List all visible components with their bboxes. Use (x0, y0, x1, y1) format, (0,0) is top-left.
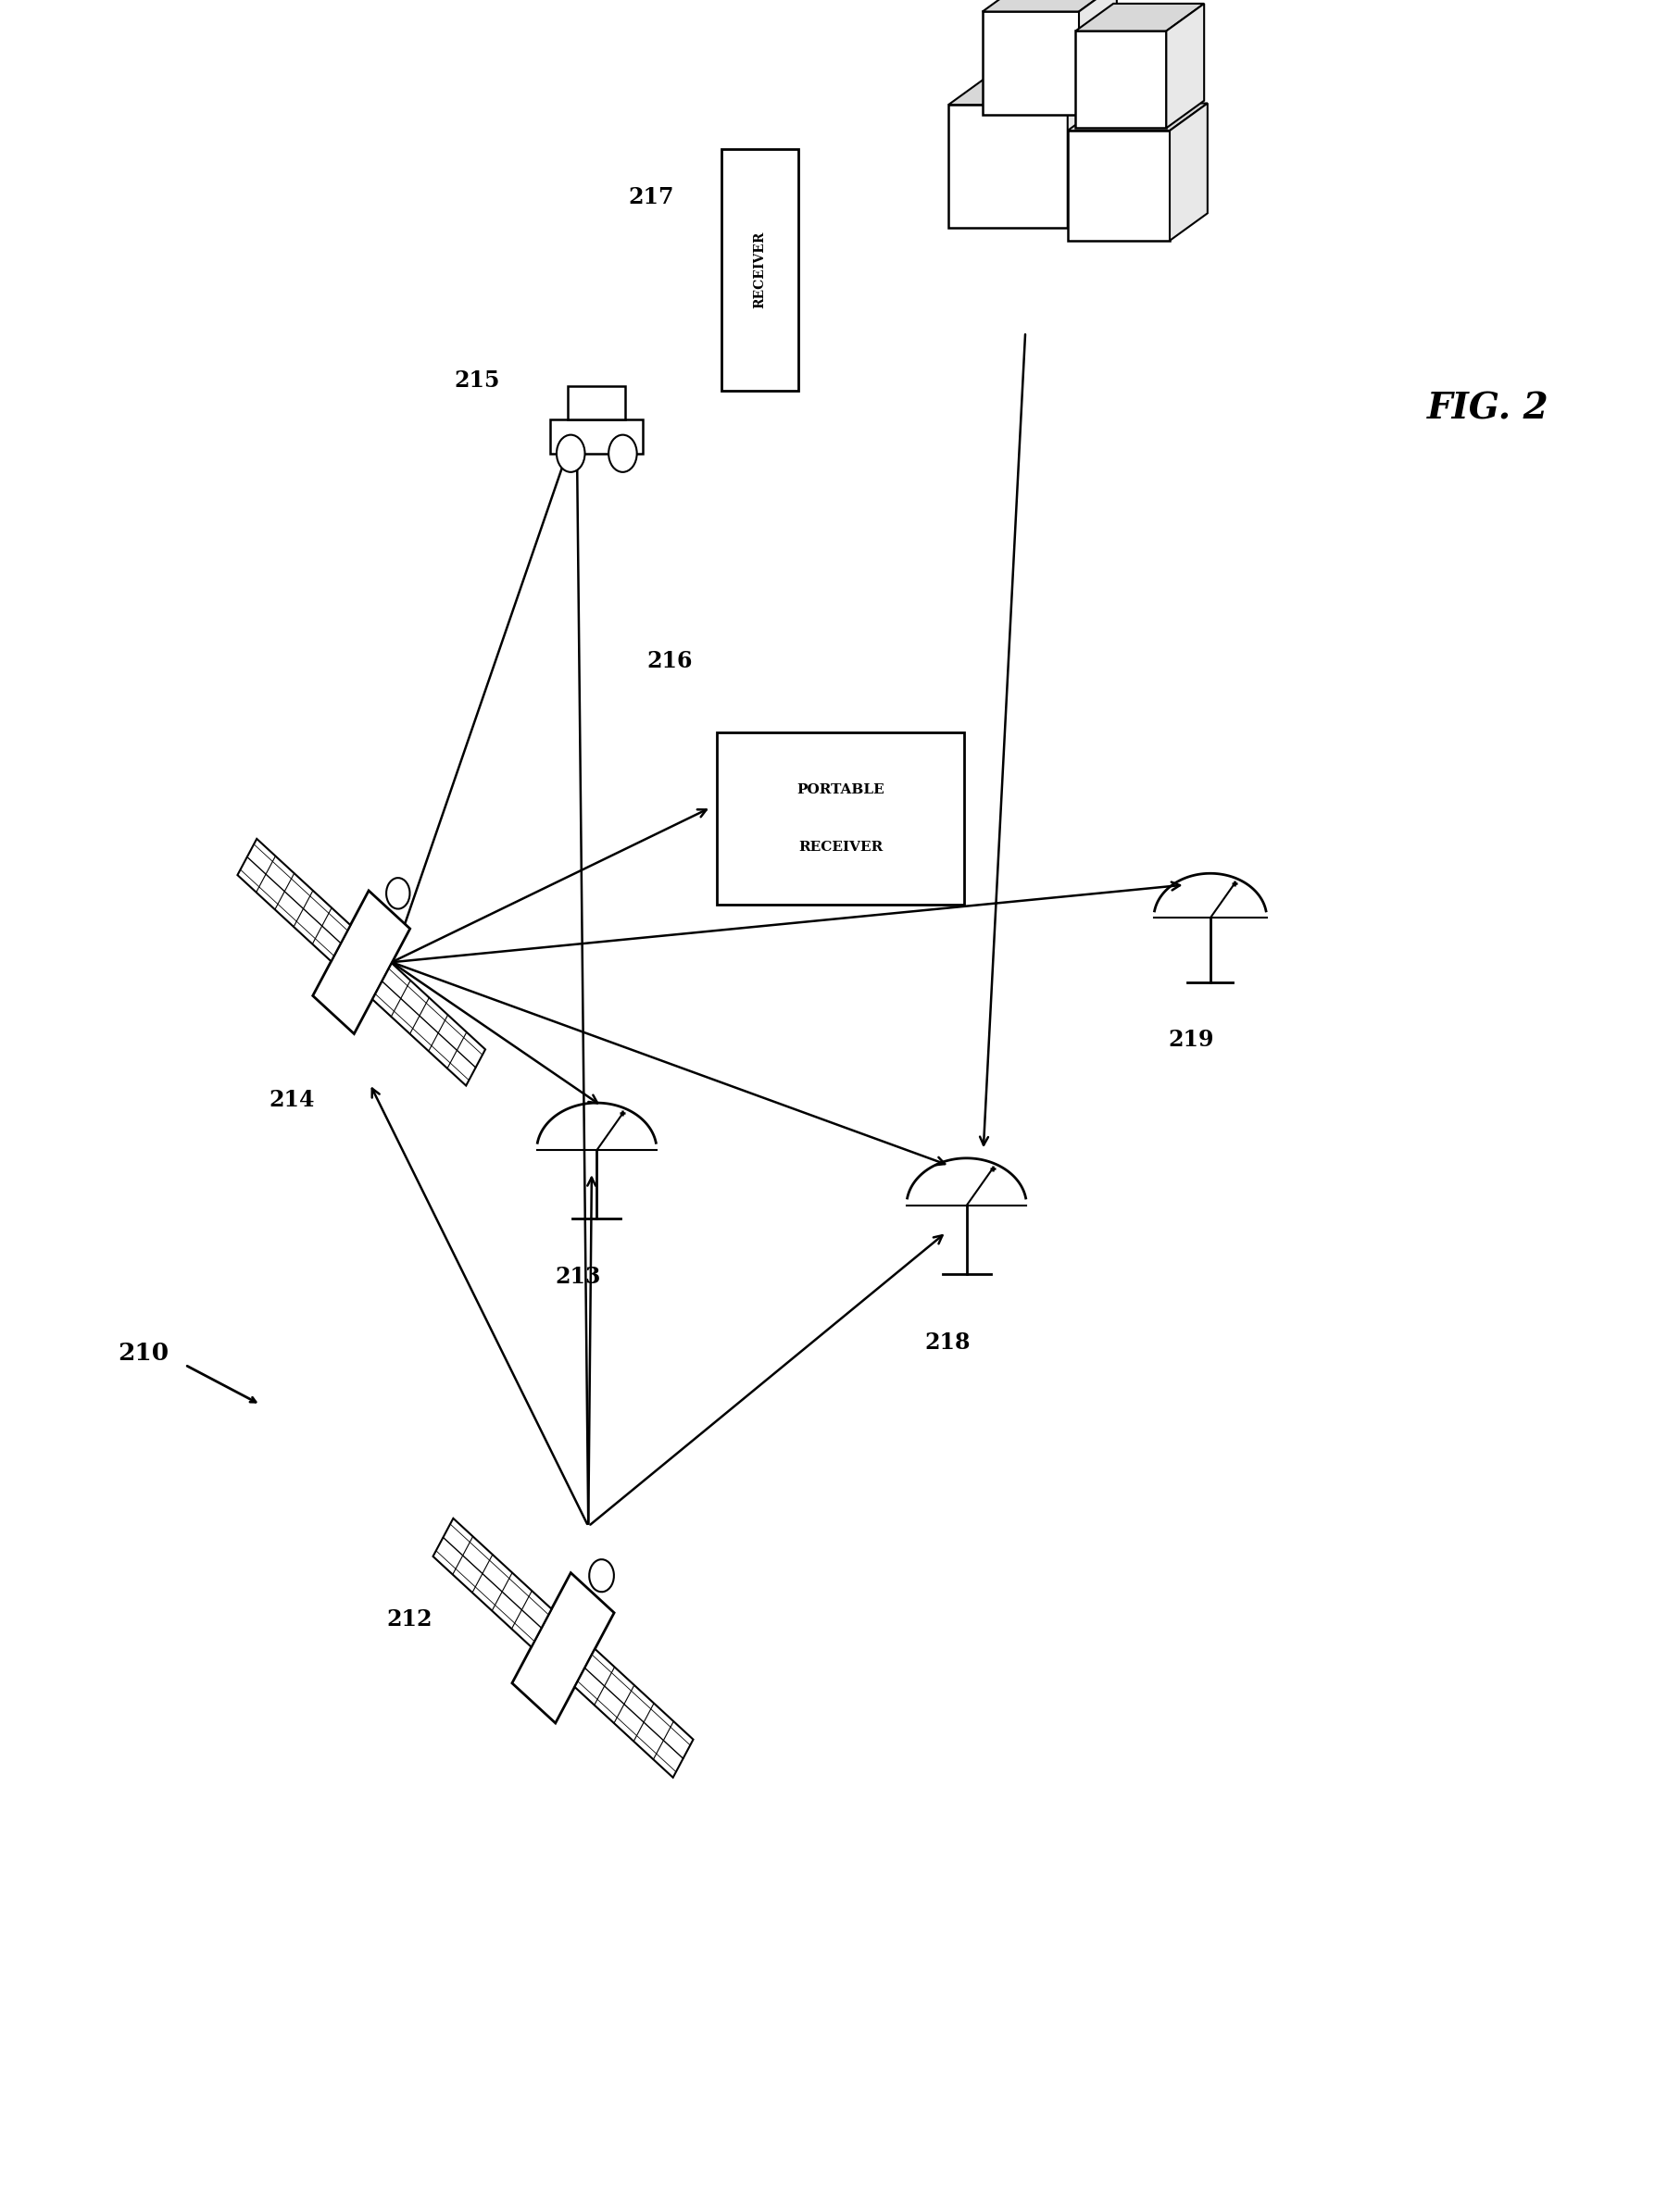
Text: 210: 210 (118, 1343, 168, 1365)
Bar (312, 891, 410, 1033)
Text: 218: 218 (924, 1332, 969, 1354)
Bar (373, 962, 486, 1086)
Bar (716, 732, 964, 905)
Circle shape (590, 1559, 613, 1593)
Text: PORTABLE: PORTABLE (796, 783, 884, 796)
Text: 217: 217 (628, 186, 674, 208)
Bar (575, 1648, 692, 1778)
Text: 219: 219 (1168, 1029, 1213, 1051)
Polygon shape (1067, 77, 1105, 228)
Text: 214: 214 (269, 1088, 314, 1110)
Polygon shape (1075, 4, 1203, 31)
Text: 213: 213 (554, 1265, 600, 1287)
Polygon shape (1169, 104, 1206, 241)
Bar (237, 838, 349, 962)
Polygon shape (1067, 104, 1206, 131)
Polygon shape (1079, 0, 1116, 115)
Text: 216: 216 (647, 650, 692, 672)
Text: 215: 215 (454, 369, 499, 392)
Bar (433, 1517, 551, 1648)
Polygon shape (981, 0, 1116, 11)
Bar (721, 148, 798, 392)
Circle shape (556, 436, 585, 471)
Bar (981, 11, 1079, 115)
Text: 212: 212 (386, 1608, 432, 1630)
Bar (568, 385, 625, 420)
Polygon shape (1166, 4, 1203, 128)
Circle shape (608, 436, 637, 471)
Text: RECEIVER: RECEIVER (753, 232, 766, 307)
Bar (948, 104, 1067, 228)
Bar (512, 1573, 613, 1723)
Circle shape (386, 878, 410, 909)
Bar (549, 420, 643, 453)
Text: FIG. 2: FIG. 2 (1426, 392, 1547, 427)
Bar (1075, 31, 1166, 128)
Polygon shape (948, 77, 1105, 104)
Bar (1067, 131, 1169, 241)
Text: RECEIVER: RECEIVER (798, 841, 882, 854)
